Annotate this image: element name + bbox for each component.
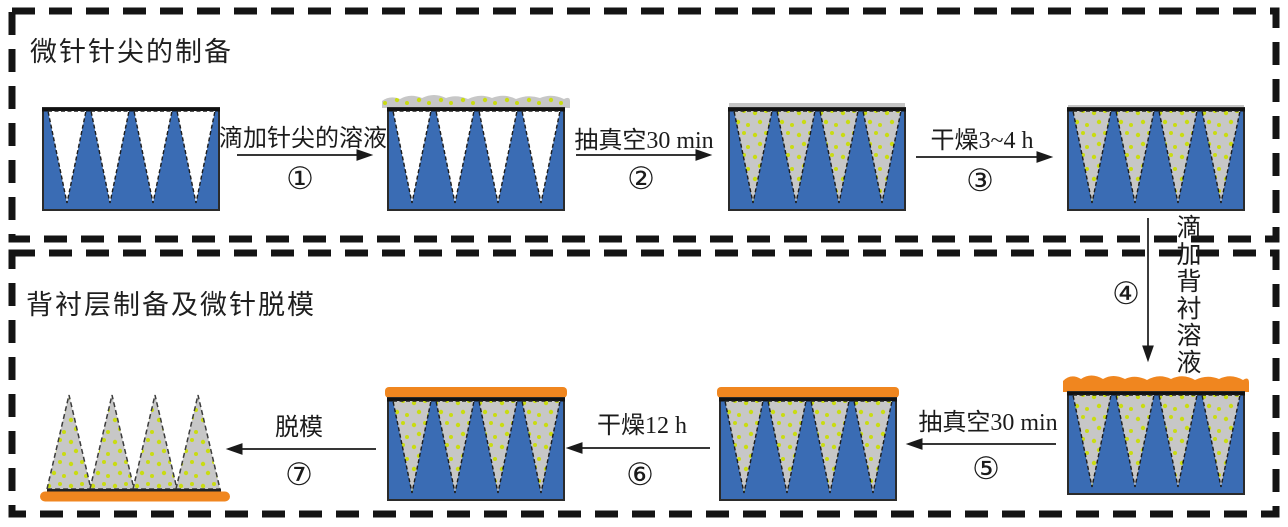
step-1-label: 滴加针尖的溶液 <box>219 126 387 152</box>
bottom-section-title: 背衬层制备及微针脱模 <box>26 290 316 320</box>
mold-tip-solution-poured <box>382 95 570 211</box>
mold-backing-solution-poured <box>1063 375 1249 495</box>
backing-layer-icon <box>717 387 899 398</box>
step-5-label: 抽真空30 min <box>918 410 1058 436</box>
step-6-label: 干燥12 h <box>597 413 687 439</box>
dried-film-icon <box>1068 105 1244 108</box>
residual-solution-film-icon <box>729 103 905 108</box>
step-3-number: ③ <box>966 163 994 199</box>
tip-solution-layer-icon <box>382 95 570 108</box>
demolded-microneedle-patch <box>40 394 230 502</box>
backing-layer-icon <box>385 387 567 398</box>
step-2-number: ② <box>627 161 655 197</box>
step-6-number: ⑥ <box>626 457 654 493</box>
mold-tip-dried <box>1066 105 1246 211</box>
mold-backing-vacuumed <box>717 387 899 501</box>
step-4-number: ④ <box>1112 276 1140 312</box>
step-7-label: 脱模 <box>275 415 323 441</box>
step-2-label: 抽真空30 min <box>574 128 714 154</box>
bottom-section-border <box>8 249 1280 518</box>
patch-baseline-icon <box>47 489 221 492</box>
step-4-label: 滴加背衬溶液 <box>1173 214 1200 376</box>
step-7-number: ⑦ <box>285 457 313 493</box>
mold-tip-solution-vacuumed <box>727 103 907 211</box>
top-section-border <box>8 7 1280 243</box>
step-3-label: 干燥3~4 h <box>930 128 1034 154</box>
backing-solution-layer-icon <box>1063 375 1249 392</box>
step-1-number: ① <box>286 161 314 197</box>
mold-backing-dried <box>385 387 567 501</box>
patch-backing-icon <box>40 491 230 502</box>
mold-empty <box>41 107 221 211</box>
step-5-number: ⑤ <box>972 451 1000 487</box>
top-section-title: 微针针尖的制备 <box>30 37 233 67</box>
